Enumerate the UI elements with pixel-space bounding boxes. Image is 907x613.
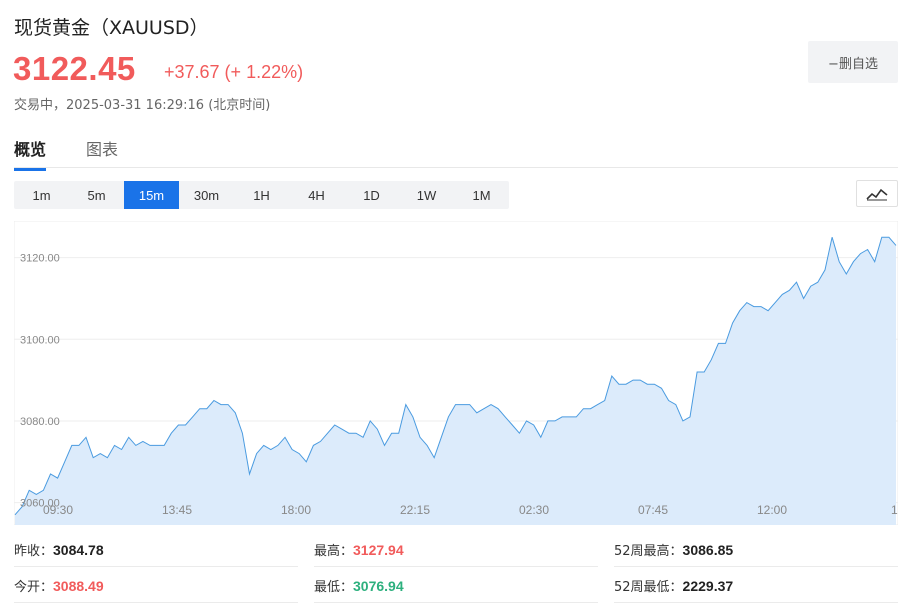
x-tick-label: 18:00 [281, 503, 311, 517]
x-tick-label: 16:15 [891, 503, 898, 517]
chart-type-button[interactable] [856, 180, 898, 207]
x-tick-label: 13:45 [162, 503, 192, 517]
x-tick-label: 02:30 [519, 503, 549, 517]
trading-status: 交易中，2025-03-31 16:29:16 (北京时间) [14, 98, 271, 113]
remove-watchlist-button[interactable]: −删自选 [808, 41, 898, 83]
price-change: +37.67 (+ 1.22%) [164, 62, 304, 82]
interval-4h[interactable]: 4H [308, 187, 325, 203]
x-tick-label: 09:30 [43, 503, 73, 517]
x-tick-label: 07:45 [638, 503, 668, 517]
interval-1h[interactable]: 1H [253, 187, 270, 203]
x-tick-label: 12:00 [757, 503, 787, 517]
interval-15m[interactable]: 15m [124, 181, 179, 209]
stat-high: 最高：3127.94 [314, 542, 404, 559]
stat-low: 最低：3076.94 [314, 578, 404, 595]
interval-1d[interactable]: 1D [363, 187, 380, 203]
interval-1w[interactable]: 1W [416, 187, 437, 203]
x-tick-label: 22:15 [400, 503, 430, 517]
line-chart-icon [866, 188, 888, 200]
stat-52w-low: 52周最低：2229.37 [614, 578, 734, 595]
interval-1m[interactable]: 1m [32, 187, 51, 203]
divider [614, 602, 898, 603]
y-tick-label: 3120.00 [20, 253, 60, 265]
interval-5m[interactable]: 5m [87, 187, 106, 203]
price-area [15, 237, 896, 525]
tab-chart[interactable]: 图表 [86, 140, 119, 159]
tab-overview[interactable]: 概览 [14, 136, 47, 171]
tab-bar: 概览 图表 [14, 136, 898, 171]
interval-selector: 1m 5m 15m 30m 1H 4H 1D 1W 1M [14, 181, 509, 209]
divider [614, 566, 898, 567]
divider [314, 602, 598, 603]
price-line [14, 236, 897, 516]
y-tick-label: 3100.00 [20, 334, 60, 346]
stat-52w-high: 52周最高：3086.85 [614, 542, 734, 559]
divider [14, 602, 298, 603]
divider [14, 566, 298, 567]
stat-prev-close: 昨收：3084.78 [14, 542, 104, 559]
stat-open: 今开：3088.49 [14, 578, 104, 595]
price-chart[interactable]: 3060.00 3080.00 3100.00 3120.00 09:30 13:45 1… [14, 221, 898, 525]
interval-1mo[interactable]: 1M [472, 187, 491, 203]
current-price: 3122.45 [13, 50, 136, 87]
divider [314, 566, 598, 567]
y-tick-label: 3080.00 [20, 416, 60, 428]
page-title: 现货黄金（XAUUSD） [14, 17, 209, 39]
y-tick-label: 3060.00 [20, 498, 60, 510]
interval-30m[interactable]: 30m [193, 187, 220, 203]
